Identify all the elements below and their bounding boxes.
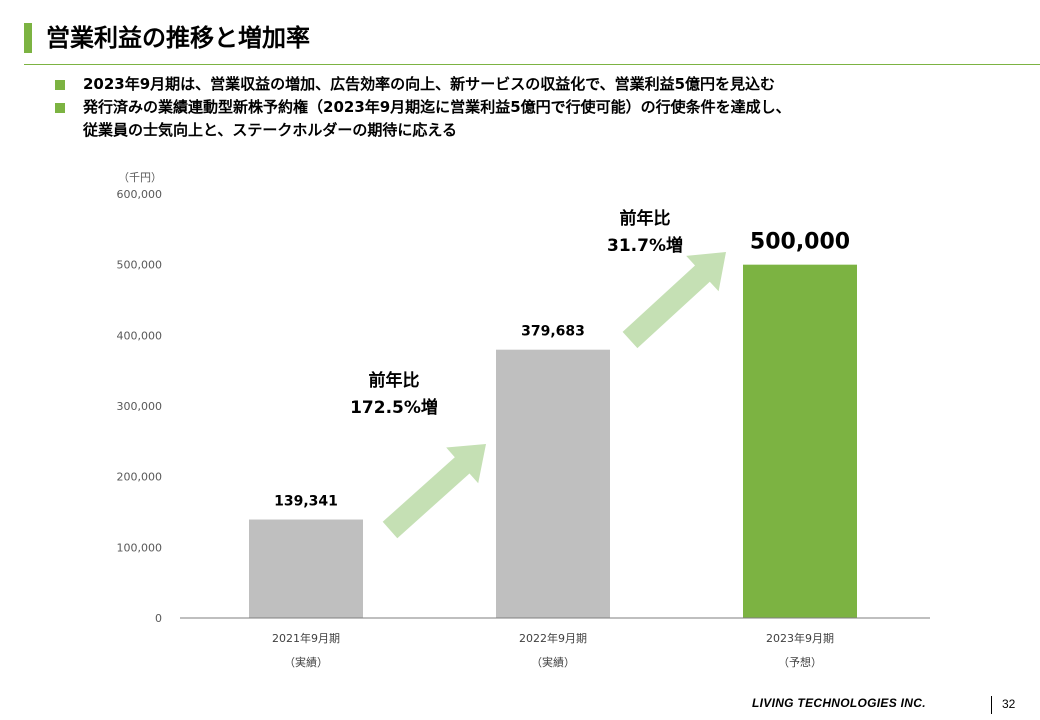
bar-2021年9月期 [249, 519, 363, 618]
bullet-text: 2023年9月期は、営業収益の増加、広告効率の向上、新サービスの収益化で、営業利… [83, 75, 776, 93]
bullet-text: 従業員の士気向上と、ステークホルダーの期待に応える [83, 121, 457, 139]
y-tick-label: 500,000 [117, 259, 163, 272]
bullet-list: 2023年9月期は、営業収益の増加、広告効率の向上、新サービスの収益化で、営業利… [55, 73, 1035, 142]
title-divider [24, 64, 1040, 65]
bar-value-label: 379,683 [521, 324, 585, 340]
bullet-item: 発行済みの業績連動型新株予約権（2023年9月期迄に営業利益5億円で行使可能）の… [55, 96, 1035, 142]
page-title: 営業利益の推移と増加率 [46, 24, 310, 52]
bar-2022年9月期 [496, 349, 610, 618]
bar-value-label: 500,000 [750, 230, 850, 255]
bullet-square-icon [55, 80, 65, 90]
bullet-square-icon [55, 103, 65, 113]
x-tick-note: （予想） [778, 655, 822, 669]
bar-value-label: 139,341 [274, 494, 338, 510]
growth-label: 前年比 [620, 208, 671, 229]
y-tick-label: 300,000 [117, 400, 163, 413]
page-number: 32 [1002, 697, 1016, 711]
bullet-text: 発行済みの業績連動型新株予約権（2023年9月期迄に営業利益5億円で行使可能）の… [83, 98, 791, 116]
bullet-item: 2023年9月期は、営業収益の増加、広告効率の向上、新サービスの収益化で、営業利… [55, 73, 1035, 96]
y-tick-label: 400,000 [117, 329, 163, 342]
bar-series [249, 264, 857, 618]
footer-divider [991, 696, 992, 714]
y-tick-label: 0 [155, 612, 162, 625]
growth-rate-label: 31.7%増 [607, 235, 683, 256]
y-tick-label: 100,000 [117, 541, 163, 554]
y-tick-label: 200,000 [117, 471, 163, 484]
growth-rate-label: 172.5%増 [350, 397, 438, 418]
bar-2023年9月期 [743, 264, 857, 618]
x-tick-note: （実績） [284, 655, 328, 669]
y-axis-unit-label: （千円） [118, 171, 162, 184]
y-tick-label: 600,000 [117, 188, 163, 201]
title-accent-bar [24, 23, 32, 53]
growth-arrow [622, 252, 726, 349]
growth-arrows [382, 252, 726, 539]
growth-label: 前年比 [369, 370, 420, 391]
data-labels: 139,341 379,683 500,000 [274, 230, 850, 510]
operating-profit-bar-chart: （千円） 0 100,000 200,000 300,000 400,000 500,00… [117, 171, 930, 669]
growth-arrow [382, 444, 486, 539]
x-tick-note: （実績） [531, 655, 575, 669]
x-axis: 2021年9月期 （実績） 2022年9月期 （実績） 2023年9月期 （予想） [272, 631, 834, 669]
x-tick-label: 2023年9月期 [766, 631, 834, 645]
company-logo: LIVING TECHNOLOGIES INC. [752, 696, 926, 710]
y-axis: 0 100,000 200,000 300,000 400,000 500,000 600,… [117, 188, 163, 625]
x-tick-label: 2021年9月期 [272, 631, 340, 645]
x-tick-label: 2022年9月期 [519, 631, 587, 645]
